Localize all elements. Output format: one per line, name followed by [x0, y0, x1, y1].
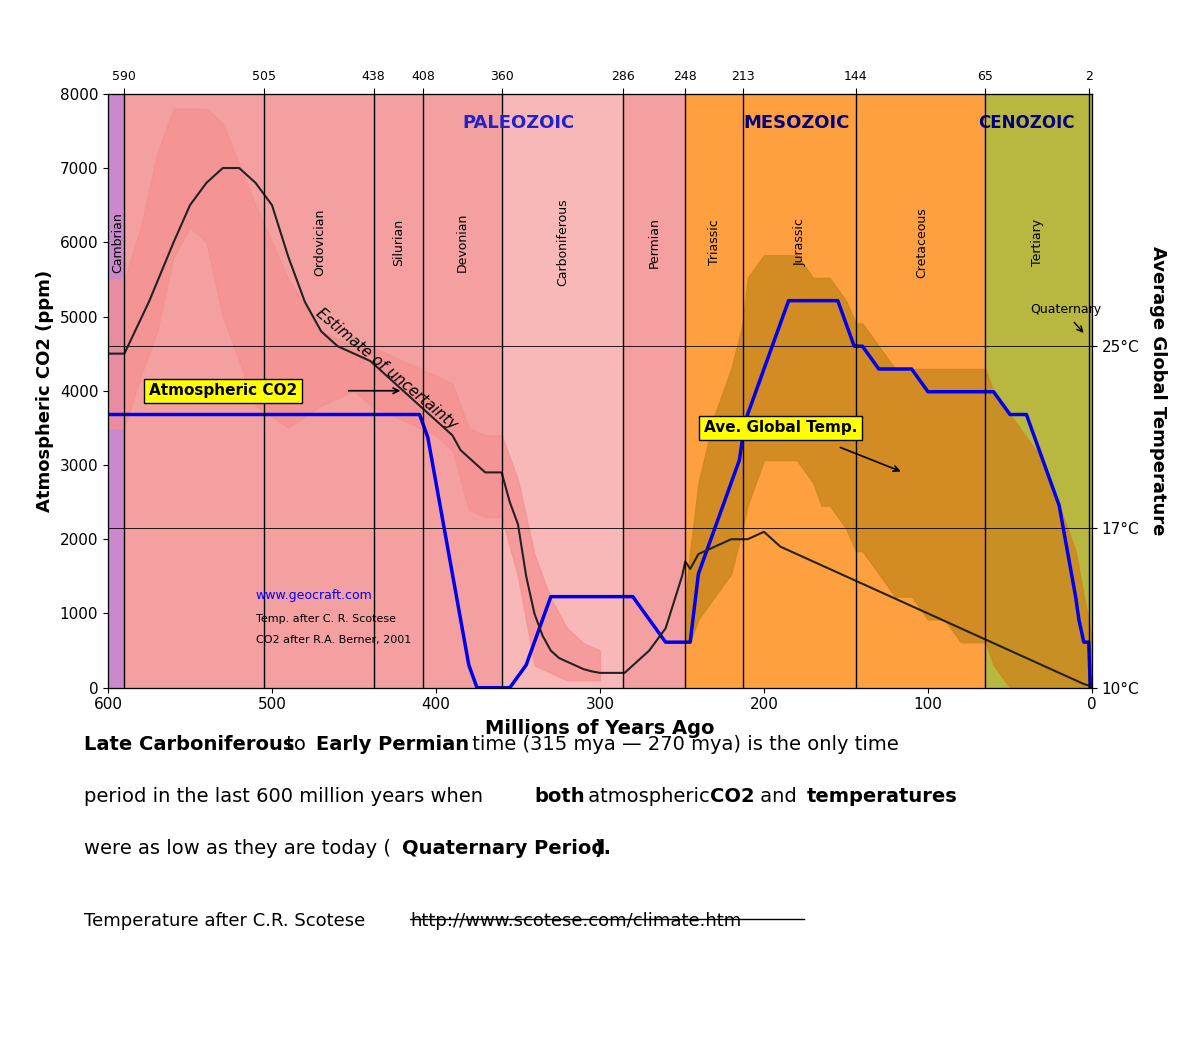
Text: CO2 after R.A. Berner, 2001: CO2 after R.A. Berner, 2001 — [256, 636, 410, 645]
Text: were as low as they are today (: were as low as they are today ( — [84, 839, 391, 858]
Text: Cambrian: Cambrian — [112, 212, 125, 273]
Text: Quaternary Period: Quaternary Period — [402, 839, 605, 858]
Text: Early Permian: Early Permian — [316, 735, 469, 753]
Bar — [502, 94, 623, 688]
Text: www.geocraft.com: www.geocraft.com — [256, 589, 372, 601]
Text: CO2: CO2 — [710, 787, 755, 805]
Text: Estimate of uncertainty: Estimate of uncertainty — [313, 305, 461, 432]
Bar — [856, 94, 985, 688]
Y-axis label: Atmospheric CO2 (ppm): Atmospheric CO2 (ppm) — [36, 270, 54, 512]
Bar — [264, 94, 373, 688]
Text: Tertiary: Tertiary — [1031, 219, 1044, 266]
Bar — [125, 94, 264, 688]
Y-axis label: Average Global Temperature: Average Global Temperature — [1150, 246, 1168, 536]
Text: Jurassic: Jurassic — [793, 219, 806, 266]
Text: MESOZOIC: MESOZOIC — [744, 115, 850, 132]
X-axis label: Millions of Years Ago: Millions of Years Ago — [485, 719, 715, 739]
Bar — [1088, 94, 1092, 688]
Text: and: and — [754, 787, 803, 805]
Text: http://www.scotese.com/climate.htm: http://www.scotese.com/climate.htm — [410, 912, 742, 929]
Text: Permian: Permian — [648, 217, 661, 268]
Text: Devonian: Devonian — [456, 213, 469, 272]
Bar — [108, 94, 125, 688]
Text: ).: ). — [588, 839, 611, 858]
Bar — [685, 94, 743, 688]
Text: Temperature after C.R. Scotese: Temperature after C.R. Scotese — [84, 912, 371, 929]
Text: temperatures: temperatures — [806, 787, 958, 805]
Text: Late Carboniferous: Late Carboniferous — [84, 735, 294, 753]
Text: Carboniferous: Carboniferous — [556, 198, 569, 287]
Text: Triassic: Triassic — [708, 220, 721, 265]
Text: Temp. after C. R. Scotese: Temp. after C. R. Scotese — [256, 615, 396, 624]
Bar — [623, 94, 685, 688]
Bar — [422, 94, 502, 688]
Text: Ave. Global Temp.: Ave. Global Temp. — [703, 420, 857, 436]
Text: atmospheric: atmospheric — [582, 787, 716, 805]
Bar — [743, 94, 856, 688]
Text: CENOZOIC: CENOZOIC — [978, 115, 1075, 132]
Text: Quaternary: Quaternary — [1030, 302, 1102, 316]
Text: Ordovician: Ordovician — [313, 208, 326, 276]
Bar — [373, 94, 422, 688]
Text: PALEOZOIC: PALEOZOIC — [462, 115, 574, 132]
Text: Atmospheric CO2: Atmospheric CO2 — [149, 383, 296, 398]
Bar — [985, 94, 1088, 688]
Text: time (315 mya — 270 mya) is the only time: time (315 mya — 270 mya) is the only tim… — [466, 735, 899, 753]
Text: Cretaceous: Cretaceous — [914, 207, 928, 277]
Text: period in the last 600 million years when: period in the last 600 million years whe… — [84, 787, 490, 805]
Text: to: to — [280, 735, 312, 753]
Text: both: both — [534, 787, 584, 805]
Text: Silurian: Silurian — [391, 219, 404, 266]
